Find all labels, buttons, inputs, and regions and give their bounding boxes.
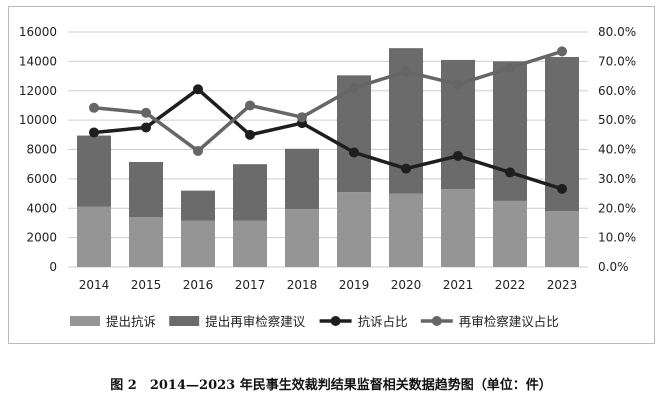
x-tick-label: 2017 xyxy=(235,278,266,292)
bar-提出再审检察建议 xyxy=(77,135,111,207)
bar-提出再审检察建议 xyxy=(233,164,267,221)
point-抗诉占比 xyxy=(141,122,151,133)
y2-tick-label: 60.0% xyxy=(598,84,636,98)
point-再审检察建议占比 xyxy=(245,100,255,111)
point-再审检察建议占比 xyxy=(89,102,99,113)
y2-tick-label: 0.0% xyxy=(598,260,629,274)
x-tick-label: 2023 xyxy=(547,278,578,292)
point-再审检察建议占比 xyxy=(193,145,203,156)
point-再审检察建议占比 xyxy=(557,46,567,57)
bar-提出抗诉 xyxy=(493,200,527,267)
y2-tick-label: 10.0% xyxy=(598,231,636,245)
line-抗诉占比 xyxy=(93,87,563,191)
x-tick-label: 2019 xyxy=(339,278,370,292)
y2-tick-label: 50.0% xyxy=(598,113,636,127)
point-抗诉占比 xyxy=(89,127,99,138)
x-tick-label: 2020 xyxy=(391,278,422,292)
legend-marker xyxy=(330,316,341,326)
point-抗诉占比 xyxy=(245,129,255,140)
bar-提出抗诉 xyxy=(389,193,423,267)
y-tick-label: 0 xyxy=(49,260,57,274)
point-抗诉占比 xyxy=(401,163,411,174)
bar-提出再审检察建议 xyxy=(493,61,527,201)
point-再审检察建议占比 xyxy=(297,112,307,123)
x-tick-label: 2022 xyxy=(495,278,526,292)
chart-frame xyxy=(8,6,655,344)
bar-提出抗诉 xyxy=(181,220,215,267)
legend-swatch xyxy=(70,316,100,326)
x-tick-label: 2018 xyxy=(287,278,318,292)
y-tick-label: 10000 xyxy=(19,113,57,127)
x-tick-label: 2016 xyxy=(183,278,214,292)
legend-label: 抗诉占比 xyxy=(358,314,408,329)
bar-提出抗诉 xyxy=(285,208,319,267)
legend-marker xyxy=(431,316,442,326)
point-抗诉占比 xyxy=(505,167,515,178)
y2-tick-label: 40.0% xyxy=(598,143,636,157)
y-tick-label: 12000 xyxy=(19,84,57,98)
y-tick-label: 16000 xyxy=(19,25,57,39)
bar-提出再审检察建议 xyxy=(285,148,319,209)
bar-提出抗诉 xyxy=(545,211,579,267)
bar-提出再审检察建议 xyxy=(181,190,215,221)
y2-tick-label: 20.0% xyxy=(598,201,636,215)
chart: 0 2000 4000 6000 8000 10000 12000 14000 16000 0.0… xyxy=(19,25,636,329)
y2-tick-label: 80.0% xyxy=(598,25,636,39)
point-再审检察建议占比 xyxy=(453,79,463,90)
bar-提出再审检察建议 xyxy=(129,161,163,218)
y-tick-label: 6000 xyxy=(26,172,57,186)
y-tick-label: 14000 xyxy=(19,54,57,68)
y2-tick-label: 70.0% xyxy=(598,54,636,68)
point-再审检察建议占比 xyxy=(349,82,359,93)
y-tick-label: 4000 xyxy=(26,201,57,215)
point-抗诉占比 xyxy=(453,150,463,161)
y-tick-label: 8000 xyxy=(26,143,57,157)
point-抗诉占比 xyxy=(193,84,203,95)
line-再审检察建议占比 xyxy=(93,49,563,154)
legend-label: 提出再审检察建议 xyxy=(205,314,306,329)
x-tick-label: 2015 xyxy=(131,278,162,292)
legend-label: 再审检察建议占比 xyxy=(459,314,559,329)
bar-提出抗诉 xyxy=(441,189,475,267)
y-tick-label: 2000 xyxy=(26,231,57,245)
x-tick-label: 2021 xyxy=(443,278,474,292)
point-再审检察建议占比 xyxy=(141,107,151,118)
point-再审检察建议占比 xyxy=(505,62,515,73)
bar-提出抗诉 xyxy=(77,206,111,267)
y2-tick-label: 30.0% xyxy=(598,172,636,186)
bar-提出抗诉 xyxy=(337,192,371,267)
point-抗诉占比 xyxy=(557,183,567,194)
point-再审检察建议占比 xyxy=(401,66,411,77)
bar-提出抗诉 xyxy=(233,220,267,267)
legend-swatch xyxy=(169,316,200,326)
chart-caption: 图 2 2014—2023 年民事生效裁判结果监督相关数据趋势图（单位：件） xyxy=(110,378,552,393)
legend-label: 提出抗诉 xyxy=(106,314,156,329)
x-tick-label: 2014 xyxy=(79,278,110,292)
bar-提出抗诉 xyxy=(129,217,163,267)
point-抗诉占比 xyxy=(349,147,359,158)
